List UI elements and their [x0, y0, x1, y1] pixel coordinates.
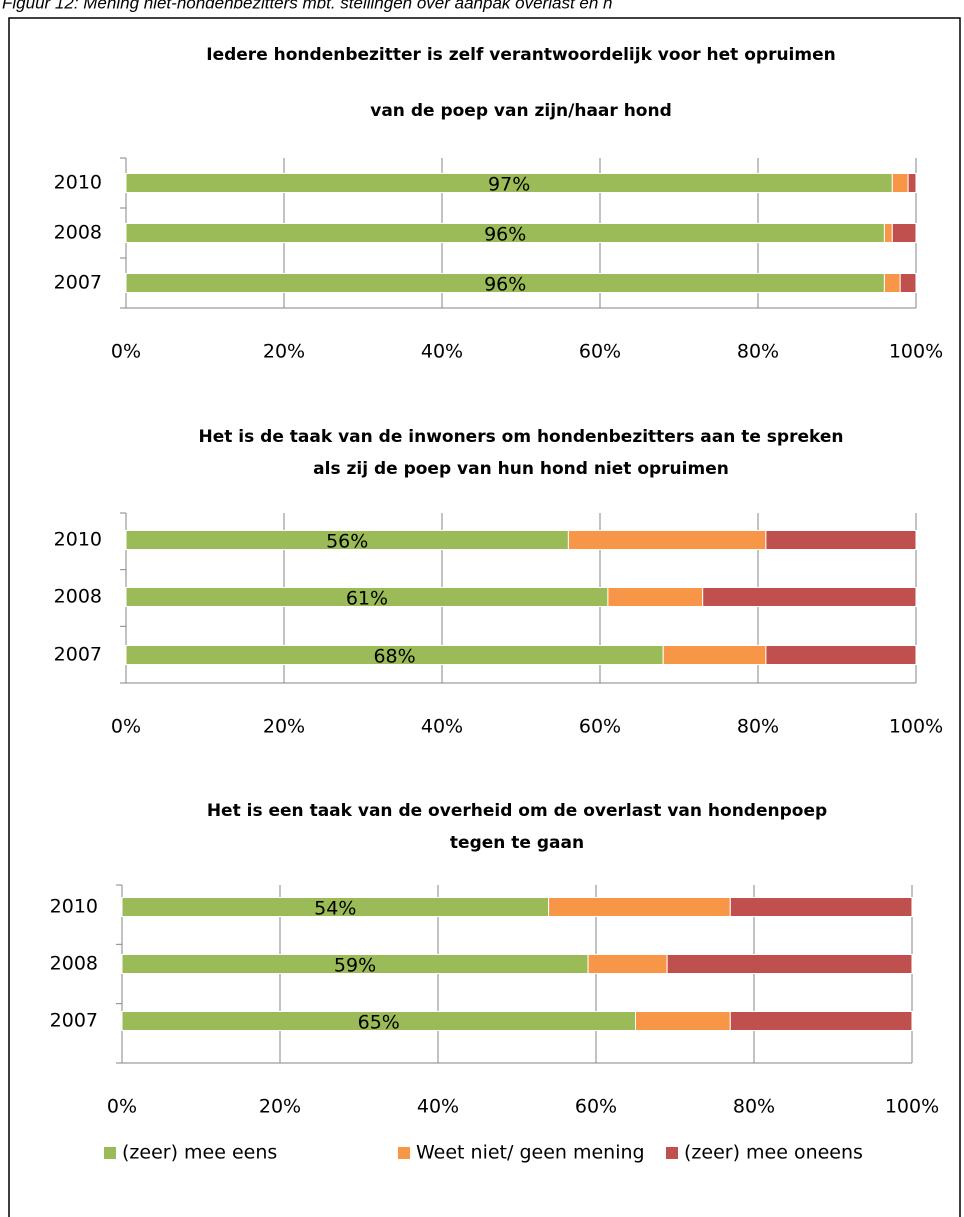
- x-tick-label: 40%: [417, 1096, 459, 1118]
- value-label: 54%: [314, 898, 356, 920]
- y-tick-label: 2010: [50, 896, 98, 918]
- bar-segment: [662, 645, 767, 665]
- value-label: 61%: [346, 588, 388, 610]
- y-tick-label: 2007: [54, 644, 102, 666]
- x-tick-label: 100%: [889, 341, 943, 363]
- legend-swatch: [666, 1147, 678, 1159]
- x-tick-label: 0%: [111, 716, 141, 738]
- bar-segment: [729, 1011, 913, 1031]
- x-tick-label: 60%: [579, 716, 621, 738]
- value-label: 96%: [484, 224, 526, 246]
- x-tick-label: 100%: [885, 1096, 939, 1118]
- bar-segment: [587, 954, 668, 974]
- legend-label: Weet niet/ geen mening: [416, 1142, 645, 1164]
- bar-segment: [729, 897, 913, 917]
- chart-title: van de poep van zijn/haar hond: [370, 101, 672, 121]
- caption: Figuur 12: Mening niet-hondenbezitters m…: [2, 0, 612, 12]
- x-tick-label: 40%: [421, 341, 463, 363]
- y-tick-label: 2010: [54, 172, 102, 194]
- x-tick-label: 20%: [263, 716, 305, 738]
- value-label: 56%: [326, 531, 368, 553]
- chart-title: als zij de poep van hun hond niet opruim…: [313, 459, 729, 479]
- bar-segment: [907, 173, 917, 193]
- bar-segment: [666, 954, 913, 974]
- bar-segment: [883, 223, 893, 243]
- x-tick-label: 60%: [575, 1096, 617, 1118]
- y-tick-label: 2008: [54, 586, 102, 608]
- value-label: 59%: [334, 955, 376, 977]
- bar-segment: [607, 587, 704, 607]
- value-label: 65%: [358, 1012, 400, 1034]
- x-tick-label: 20%: [259, 1096, 301, 1118]
- bar-segment: [567, 530, 767, 550]
- bar-segment: [883, 273, 901, 293]
- value-label: 96%: [484, 274, 526, 296]
- bar-segment: [765, 530, 917, 550]
- bar-segment: [891, 173, 909, 193]
- value-label: 97%: [488, 174, 530, 196]
- x-tick-label: 80%: [733, 1096, 775, 1118]
- bar-segment: [635, 1011, 731, 1031]
- bar-segment: [765, 645, 917, 665]
- x-tick-label: 100%: [889, 716, 943, 738]
- bar-segment: [891, 223, 917, 243]
- legend-swatch: [104, 1147, 116, 1159]
- y-tick-label: 2007: [50, 1010, 98, 1032]
- legend-label: (zeer) mee oneens: [684, 1142, 863, 1164]
- x-tick-label: 80%: [737, 716, 779, 738]
- chart-title: Het is een taak van de overheid om de ov…: [207, 801, 827, 821]
- bar-segment: [899, 273, 917, 293]
- chart-title: Iedere hondenbezitter is zelf verantwoor…: [206, 45, 835, 65]
- bar-segment: [702, 587, 917, 607]
- chart-title: Het is de taak van de inwoners om honden…: [199, 427, 844, 447]
- y-tick-label: 2007: [54, 272, 102, 294]
- x-tick-label: 0%: [107, 1096, 137, 1118]
- frame: [8, 17, 961, 1217]
- x-tick-label: 60%: [579, 341, 621, 363]
- legend-swatch: [398, 1147, 410, 1159]
- legend-label: (zeer) mee eens: [122, 1142, 277, 1164]
- y-tick-label: 2008: [50, 953, 98, 975]
- x-tick-label: 0%: [111, 341, 141, 363]
- y-tick-label: 2010: [54, 529, 102, 551]
- y-tick-label: 2008: [54, 222, 102, 244]
- x-tick-label: 80%: [737, 341, 779, 363]
- bar-segment: [548, 897, 731, 917]
- value-label: 68%: [373, 646, 415, 668]
- x-tick-label: 20%: [263, 341, 305, 363]
- x-tick-label: 40%: [421, 716, 463, 738]
- chart-title: tegen te gaan: [450, 833, 584, 853]
